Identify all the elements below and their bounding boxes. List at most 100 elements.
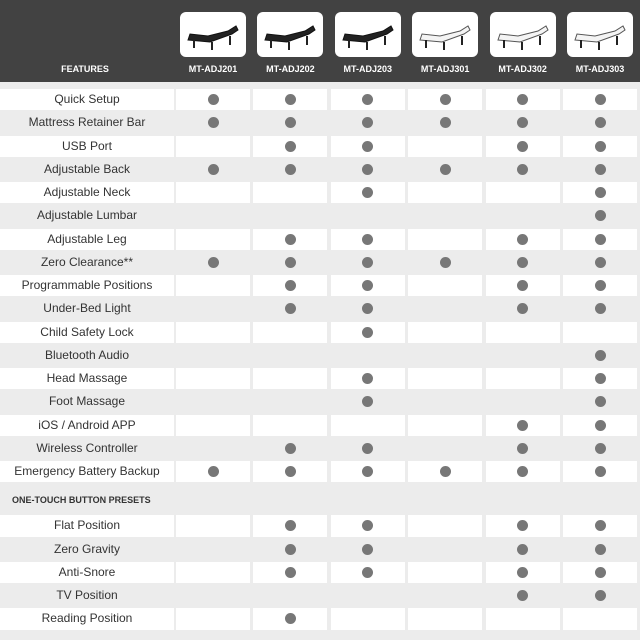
cell xyxy=(485,368,560,390)
availability-dot xyxy=(284,543,296,555)
bed-icon xyxy=(574,25,626,50)
availability-dot xyxy=(362,396,374,408)
cell xyxy=(176,275,250,297)
cell xyxy=(408,182,483,204)
availability-dot xyxy=(517,520,529,532)
availability-dot xyxy=(594,566,606,578)
model-label: MT-ADJ201 xyxy=(188,64,238,74)
feature-label: Reading Position xyxy=(41,611,133,626)
feature-label: Mattress Retainer Bar xyxy=(28,115,146,130)
availability-dot xyxy=(517,442,529,454)
cell xyxy=(253,414,328,436)
feature-label: Bluetooth Audio xyxy=(44,347,130,362)
label-cell xyxy=(0,89,174,111)
availability-dot xyxy=(594,349,606,361)
availability-dot xyxy=(594,396,606,408)
feature-label: Zero Clearance** xyxy=(40,254,134,269)
feature-label: Wireless Controller xyxy=(36,440,138,455)
availability-dot xyxy=(362,326,374,338)
feature-label: Head Massage xyxy=(46,371,128,385)
cell xyxy=(176,135,250,157)
availability-dot xyxy=(594,163,606,175)
cell xyxy=(408,321,483,343)
availability-dot xyxy=(362,373,374,385)
availability-dot xyxy=(594,210,606,222)
cell xyxy=(563,608,637,630)
availability-dot xyxy=(439,466,451,478)
cell xyxy=(485,182,560,204)
availability-dot xyxy=(207,94,219,106)
cell xyxy=(408,414,483,436)
availability-dot xyxy=(207,466,219,478)
availability-dot xyxy=(284,466,296,478)
availability-dot xyxy=(362,233,374,245)
availability-dot xyxy=(594,187,606,199)
label-cell xyxy=(0,561,174,583)
feature-label: Adjustable Lumbar xyxy=(36,208,138,223)
feature-label: Zero Gravity xyxy=(53,541,120,556)
availability-dot xyxy=(594,94,606,106)
cell xyxy=(176,228,250,250)
label-cell xyxy=(0,275,174,297)
availability-dot xyxy=(284,94,296,106)
cell xyxy=(176,608,250,630)
cell xyxy=(408,561,483,583)
label-cell xyxy=(0,414,174,436)
availability-dot xyxy=(284,613,296,625)
label-cell xyxy=(0,135,174,157)
availability-dot xyxy=(439,94,451,106)
availability-dot xyxy=(517,94,529,106)
model-label: MT-ADJ301 xyxy=(420,64,470,74)
bed-icon xyxy=(419,25,471,50)
label-cell xyxy=(0,321,174,343)
cell xyxy=(330,414,405,436)
availability-dot xyxy=(284,520,296,532)
availability-dot xyxy=(517,280,529,292)
label-cell xyxy=(0,515,174,537)
availability-dot xyxy=(594,442,606,454)
cell xyxy=(408,515,483,537)
label-cell xyxy=(0,228,174,250)
bed-icon xyxy=(264,25,317,50)
availability-dot xyxy=(594,466,606,478)
availability-dot xyxy=(594,373,606,385)
bed-icon xyxy=(187,25,239,50)
product-thumb xyxy=(257,12,324,57)
cell xyxy=(176,182,250,204)
cell xyxy=(408,608,483,630)
availability-dot xyxy=(207,163,219,175)
feature-label: Adjustable Leg xyxy=(47,231,127,246)
features-label: FEATURES xyxy=(61,64,109,74)
feature-label: Adjustable Neck xyxy=(43,185,131,199)
label-cell xyxy=(0,608,174,630)
cell xyxy=(176,515,250,537)
availability-dot xyxy=(284,303,296,315)
cell xyxy=(176,414,250,436)
availability-dot xyxy=(362,466,374,478)
feature-label: Anti-Snore xyxy=(58,564,116,579)
section-title: ONE-TOUCH BUTTON PRESETS xyxy=(12,495,151,506)
availability-dot xyxy=(362,280,374,292)
product-thumb xyxy=(334,12,401,57)
feature-label: Flat Position xyxy=(53,518,121,533)
availability-dot xyxy=(517,140,529,152)
cell xyxy=(408,228,483,250)
cell xyxy=(563,321,637,343)
feature-label: USB Port xyxy=(61,138,112,153)
availability-dot xyxy=(594,256,606,268)
cell xyxy=(485,608,560,630)
availability-dot xyxy=(594,117,606,129)
model-label: MT-ADJ202 xyxy=(266,64,315,74)
product-thumb xyxy=(489,12,556,57)
feature-label: iOS / Android APP xyxy=(38,417,136,432)
availability-dot xyxy=(362,140,374,152)
availability-dot xyxy=(362,303,374,315)
availability-dot xyxy=(207,256,219,268)
feature-label: Emergency Battery Backup xyxy=(14,464,160,478)
feature-label: Foot Massage xyxy=(48,394,126,409)
model-label: MT-ADJ302 xyxy=(498,64,547,74)
cell xyxy=(176,321,250,343)
feature-label: Quick Setup xyxy=(54,92,120,106)
feature-label: Child Safety Lock xyxy=(40,324,134,339)
